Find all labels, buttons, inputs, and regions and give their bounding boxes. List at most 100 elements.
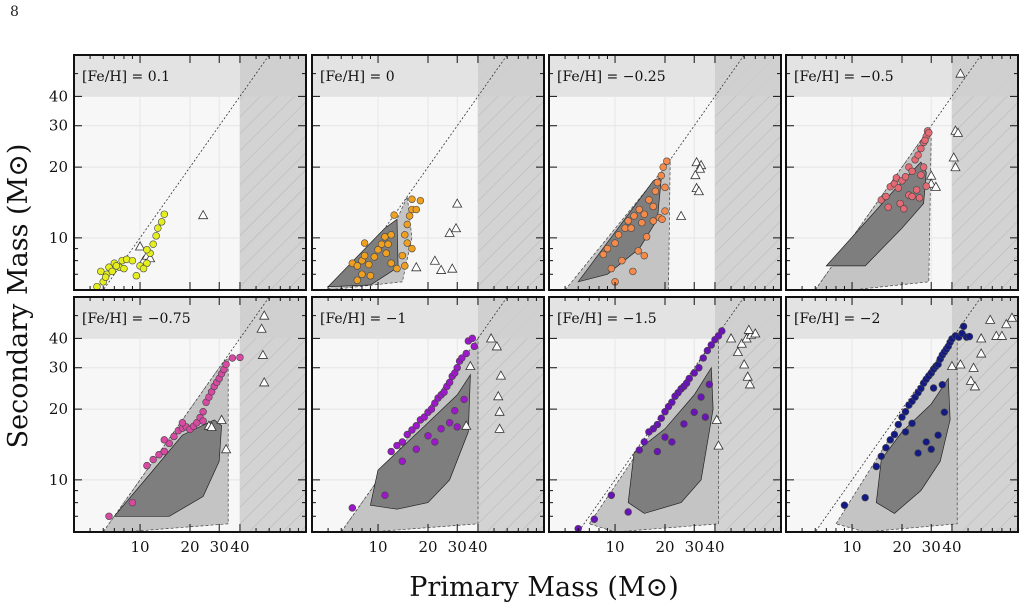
data-point xyxy=(840,501,849,509)
data-point xyxy=(408,244,416,253)
data-point xyxy=(120,264,128,273)
x-tick-label: 40 xyxy=(230,538,249,556)
equal-mass-line xyxy=(102,55,270,290)
triangle-marker xyxy=(948,152,959,162)
data-point xyxy=(412,445,420,453)
triangle-marker xyxy=(725,333,737,343)
data-point xyxy=(718,327,726,335)
data-point xyxy=(199,408,207,416)
x-tick-label: 10 xyxy=(368,538,387,556)
triangle-marker xyxy=(955,359,966,369)
data-point xyxy=(384,240,392,248)
panel-1: [Fe/H] = 0.1 10 20 30 40 xyxy=(49,54,307,291)
panel-plot-area xyxy=(549,55,781,290)
data-point xyxy=(882,192,890,201)
data-point xyxy=(360,239,369,247)
data-point xyxy=(108,267,116,276)
data-point xyxy=(634,247,642,255)
triangle-marker xyxy=(952,127,964,137)
x-tick-label: 40 xyxy=(705,538,724,556)
y-tick-label: 40 xyxy=(49,87,68,105)
data-point xyxy=(659,163,667,171)
y-axis-label: Secondary Mass (M⊙) xyxy=(3,144,34,449)
x-tick-label: 40 xyxy=(468,538,487,556)
x-tick-label: 10 xyxy=(842,538,861,556)
data-point xyxy=(431,438,439,446)
x-tick-label: 30 xyxy=(448,538,467,556)
x-tick-label: 30 xyxy=(922,538,941,556)
data-point xyxy=(915,194,924,202)
panel-plot-area xyxy=(312,55,544,290)
triangle-marker xyxy=(491,341,503,351)
data-point xyxy=(374,246,382,254)
triangle-marker xyxy=(1006,312,1018,322)
data-point xyxy=(884,203,892,211)
data-point xyxy=(132,272,141,280)
data-point xyxy=(401,262,409,270)
y-tick-label: 30 xyxy=(49,359,68,377)
data-point xyxy=(901,408,910,416)
data-point xyxy=(938,381,947,389)
panel-plot-area xyxy=(74,297,306,532)
data-point xyxy=(901,428,910,436)
data-point xyxy=(914,449,922,457)
panel-label: [Fe/H] = −0.5 xyxy=(794,69,894,85)
x-tick-label: 40 xyxy=(942,538,961,556)
data-point xyxy=(651,187,660,195)
triangle-marker xyxy=(461,420,472,430)
data-point xyxy=(424,432,432,440)
data-point xyxy=(416,196,425,205)
data-point xyxy=(453,364,461,372)
triangle-marker xyxy=(495,370,507,380)
data-point xyxy=(624,508,632,516)
panel-6: [Fe/H] = −1 10 20 30 40 xyxy=(311,296,545,556)
panel-3: [Fe/H] = −0.25 xyxy=(548,54,782,291)
triangle-marker xyxy=(411,261,422,272)
data-point xyxy=(353,262,362,270)
panel-plot-area xyxy=(786,55,1018,290)
excluded-band-corner xyxy=(477,297,544,339)
data-point xyxy=(149,455,157,464)
data-point xyxy=(143,259,151,267)
data-point xyxy=(661,433,669,441)
data-point xyxy=(618,256,626,265)
triangle-marker xyxy=(950,161,961,172)
data-point xyxy=(927,445,935,453)
data-point xyxy=(128,498,137,507)
contour-inner xyxy=(113,419,222,517)
data-point xyxy=(901,173,910,181)
data-point xyxy=(590,515,599,523)
data-point xyxy=(199,417,207,425)
panel-label: [Fe/H] = −1.5 xyxy=(557,311,657,327)
data-point xyxy=(178,419,187,427)
data-point xyxy=(403,239,411,247)
panel-plot-area xyxy=(786,297,1018,532)
data-point xyxy=(635,446,643,454)
data-point xyxy=(695,364,703,372)
data-point xyxy=(387,259,395,267)
data-point xyxy=(112,262,121,270)
data-point xyxy=(898,413,906,421)
data-point xyxy=(97,267,105,276)
data-point xyxy=(872,462,880,471)
triangle-marker xyxy=(485,333,497,343)
triangle-marker xyxy=(257,349,269,359)
data-point xyxy=(393,441,401,450)
data-point xyxy=(160,447,168,456)
data-point xyxy=(398,251,406,260)
data-point xyxy=(387,447,395,456)
data-point xyxy=(649,202,657,211)
data-point xyxy=(658,215,666,223)
data-point xyxy=(922,438,930,446)
data-point xyxy=(152,232,160,240)
data-point xyxy=(917,171,925,179)
y-tick-label: 30 xyxy=(49,117,68,135)
triangle-marker xyxy=(134,241,146,251)
triangle-marker xyxy=(197,209,209,220)
data-point xyxy=(228,354,237,362)
triangle-marker xyxy=(711,414,722,424)
data-point xyxy=(929,384,938,392)
data-point xyxy=(470,342,478,351)
triangle-marker xyxy=(447,263,458,273)
